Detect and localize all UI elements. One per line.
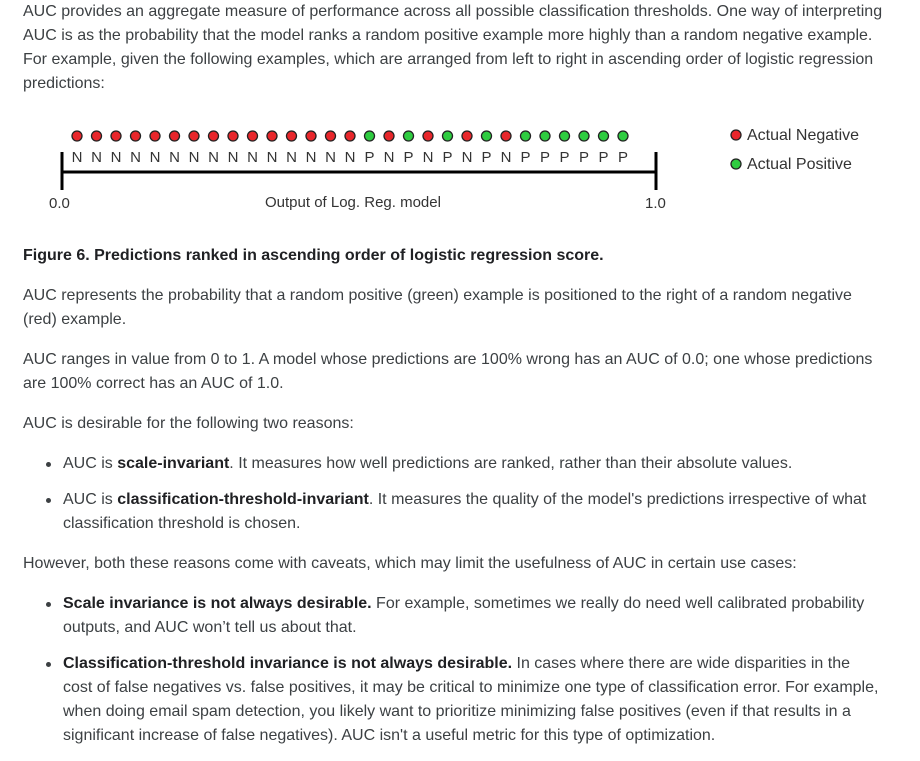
legend-negative-label: Actual Negative (747, 127, 859, 144)
negative-example-letter: N (189, 149, 200, 166)
caveat-term: Scale invariance is not always desirable… (63, 595, 372, 612)
negative-example-dot (110, 130, 122, 142)
negative-example-letter: N (208, 149, 219, 166)
positive-example-dot (402, 130, 415, 142)
negative-example-dot (383, 130, 395, 142)
negative-example-dot (168, 130, 181, 142)
positive-example-letter: P (559, 149, 569, 166)
positive-example-letter: P (579, 149, 589, 166)
positive-example-letter: P (442, 149, 452, 166)
reason-prefix: AUC is (63, 491, 118, 508)
positive-example-letter: P (403, 149, 413, 166)
positive-example-letter: P (540, 149, 550, 166)
negative-example-letter: N (130, 149, 141, 166)
negative-example-letter: N (72, 149, 83, 166)
reason-term: scale-invariant (117, 455, 230, 472)
negative-example-dot (246, 130, 259, 142)
negative-example-dot (500, 130, 512, 142)
negative-example-letter: N (306, 149, 317, 166)
auc-probability-paragraph: AUC represents the probability that a ra… (23, 287, 852, 328)
negative-example-letter: N (325, 149, 336, 166)
positive-example-letter: P (598, 149, 608, 166)
negative-example-letter: N (501, 149, 512, 166)
legend-negative-dot (730, 129, 742, 141)
axis-title: Output of Log. Reg. model (265, 194, 441, 211)
negative-example-letter: N (169, 149, 180, 166)
auc-reasons-intro: AUC is desirable for the following two r… (23, 415, 354, 432)
caveat-text: In cases where there are wide disparitie… (63, 655, 879, 744)
negative-example-letter: N (384, 149, 395, 166)
negative-example-dot (188, 130, 200, 142)
negative-example-letter: N (228, 149, 239, 166)
positive-example-dot (363, 130, 376, 142)
negative-example-letter: N (247, 149, 258, 166)
reasons-list: AUC is scale-invariant. It measures how … (23, 452, 883, 536)
negative-example-dot (149, 130, 161, 142)
negative-example-letter: N (345, 149, 356, 166)
reason-term: classification-threshold-invariant (117, 491, 369, 508)
caveats-list: Scale invariance is not always desirable… (23, 592, 883, 748)
caveat-scale-invariance: Scale invariance is not always desirable… (46, 592, 883, 640)
caveat-term: Classification-threshold invariance is n… (63, 655, 513, 672)
negative-example-dot (461, 130, 473, 142)
negative-example-letter: N (111, 149, 122, 166)
reason-threshold-invariant: AUC is classification-threshold-invarian… (46, 488, 883, 536)
negative-example-letter: N (462, 149, 473, 166)
intro-paragraph: AUC provides an aggregate measure of per… (23, 3, 883, 92)
positive-example-dot (597, 130, 610, 142)
negative-example-letter: N (267, 149, 278, 166)
negative-example-dot (90, 130, 103, 142)
negative-example-letter: N (91, 149, 102, 166)
legend-positive-dot (730, 158, 742, 170)
positive-example-dot (617, 130, 629, 142)
reason-scale-invariant: AUC is scale-invariant. It measures how … (46, 452, 883, 476)
caveats-intro: However, both these reasons come with ca… (23, 555, 797, 572)
positive-example-dot (558, 130, 571, 142)
axis-min-label: 0.0 (49, 195, 70, 212)
negative-example-dot (227, 130, 239, 142)
negative-example-letter: N (286, 149, 297, 166)
negative-example-dot (344, 130, 356, 142)
negative-example-dot (207, 130, 220, 142)
auc-range-paragraph: AUC ranges in value from 0 to 1. A model… (23, 351, 873, 392)
caveat-text: For example, sometimes we really do need… (63, 595, 865, 636)
negative-example-dot (266, 130, 278, 142)
positive-example-dot (441, 130, 454, 142)
legend-positive-label: Actual Positive (747, 156, 852, 173)
positive-example-dot (480, 130, 493, 142)
positive-example-dot (519, 130, 532, 142)
negative-example-dot (305, 130, 317, 142)
negative-example-dot (129, 130, 142, 142)
negative-example-dot (422, 130, 434, 142)
figure-caption: Figure 6. Predictions ranked in ascendin… (23, 247, 604, 264)
positive-example-dot (578, 130, 590, 142)
reason-prefix: AUC is (63, 455, 118, 472)
positive-example-letter: P (364, 149, 374, 166)
caveat-threshold-invariance: Classification-threshold invariance is n… (46, 652, 883, 748)
positive-example-dot (539, 130, 551, 142)
positive-example-letter: P (618, 149, 628, 166)
negative-example-dot (71, 130, 83, 142)
positive-example-letter: P (481, 149, 491, 166)
prediction-dots (71, 130, 629, 142)
reason-text: . It measures how well predictions are r… (229, 455, 793, 472)
positive-example-letter: P (520, 149, 530, 166)
negative-example-dot (285, 130, 298, 142)
negative-example-letter: N (423, 149, 434, 166)
negative-example-letter: N (150, 149, 161, 166)
reason-text: . It measures the quality of the model's… (63, 491, 867, 532)
negative-example-dot (324, 130, 337, 142)
axis-max-label: 1.0 (645, 195, 666, 212)
